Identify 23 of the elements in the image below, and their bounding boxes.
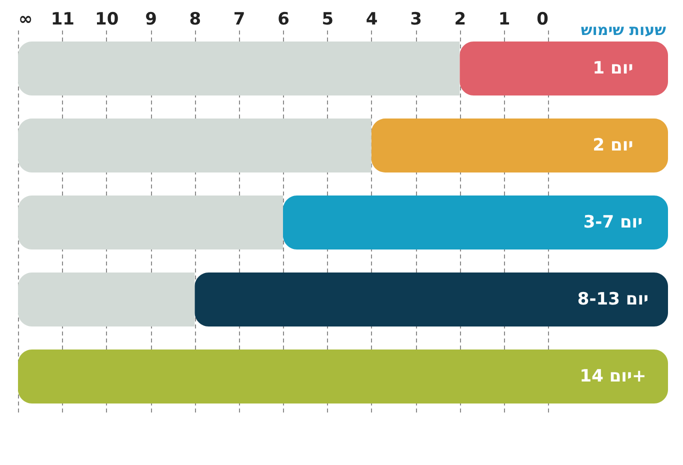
y-tick-label: יום 2 (592, 136, 634, 156)
y-tick-label: יום 14+ (580, 366, 646, 386)
x-tick-label: 5 (322, 10, 334, 30)
x-tick-label: 11 (50, 10, 75, 30)
x-tick-label: 1 (498, 10, 510, 30)
y-tick-label: יום 8-13 (577, 290, 649, 310)
x-tick-label: 2 (454, 10, 466, 30)
x-tick-label: 3 (410, 10, 422, 30)
x-tick-label: 10 (94, 10, 119, 30)
y-tick-label: יום 1 (592, 58, 634, 78)
x-tick-label: 8 (189, 10, 202, 30)
y-tick-label: יום 3-7 (583, 212, 643, 232)
bar (18, 42, 460, 96)
bar (18, 196, 283, 250)
x-tick-label: 7 (233, 10, 246, 30)
x-axis-title: שעות שימוש (580, 21, 667, 39)
bar (18, 272, 195, 326)
x-tick-label: 0 (536, 10, 549, 30)
x-tick-label: 4 (366, 10, 378, 30)
x-tick-label: 6 (278, 10, 290, 30)
bar (18, 118, 372, 172)
x-tick-label: ∞ (18, 10, 33, 30)
x-tick-label: 9 (145, 10, 157, 30)
